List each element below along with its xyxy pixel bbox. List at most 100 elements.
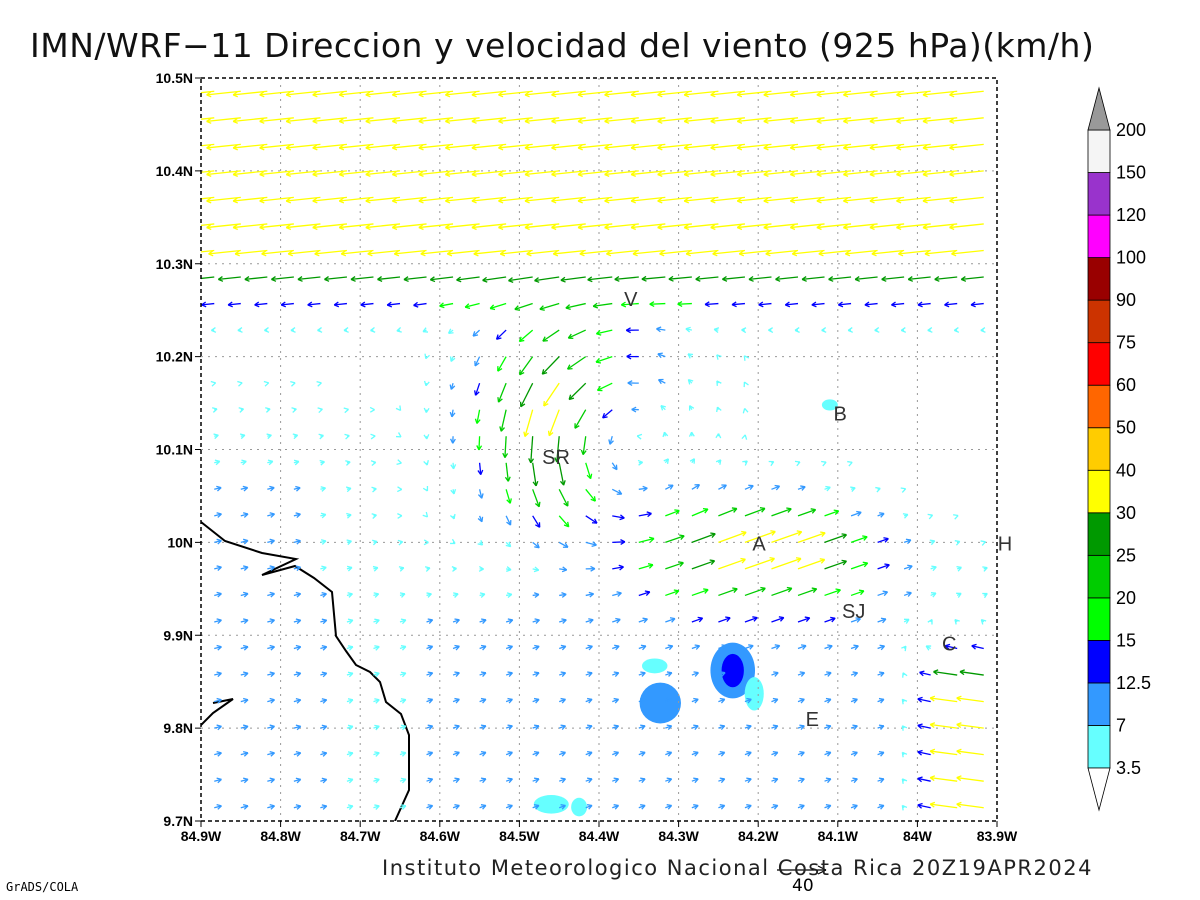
colorbar-label: 75 xyxy=(1116,333,1136,353)
wind-vector xyxy=(612,514,625,521)
y-tick-label: 10.2N xyxy=(156,349,193,365)
wind-vector xyxy=(797,671,806,677)
wind-vector xyxy=(541,356,560,375)
wind-vector xyxy=(626,353,639,360)
wind-vector xyxy=(539,302,560,311)
wind-vector xyxy=(551,223,586,231)
wind-vector xyxy=(532,724,540,731)
wind-vector xyxy=(505,515,512,526)
wind-vector xyxy=(691,559,716,570)
wind-vector xyxy=(399,671,407,678)
city-label: H xyxy=(998,533,1012,555)
wind-vector xyxy=(240,777,249,784)
wind-vector xyxy=(234,249,268,257)
wind-vector xyxy=(951,249,984,257)
wind-vector xyxy=(377,276,401,282)
wind-vector xyxy=(900,327,907,333)
wind-vector xyxy=(399,804,407,810)
wind-vector xyxy=(285,90,321,98)
wind-vector xyxy=(896,90,931,98)
wind-vector xyxy=(267,459,274,466)
wind-vector xyxy=(736,170,772,177)
city-label: SJ xyxy=(842,601,865,623)
wind-vector xyxy=(532,697,540,704)
wind-vector xyxy=(267,618,275,625)
wind-vector xyxy=(716,380,722,386)
wind-vector xyxy=(532,804,540,810)
wind-vector xyxy=(677,301,692,307)
wind-vector xyxy=(214,777,222,784)
wind-vector xyxy=(240,671,249,678)
wind-vector xyxy=(426,671,434,678)
wind-vector xyxy=(452,724,460,731)
wind-vector xyxy=(638,724,646,731)
wind-vector xyxy=(850,777,858,784)
wind-vector xyxy=(338,143,374,151)
wind-vector xyxy=(291,407,297,413)
wind-vector xyxy=(479,777,487,784)
coastline-peninsula xyxy=(201,698,234,726)
wind-vector xyxy=(240,697,249,704)
wind-vector xyxy=(508,276,533,283)
wind-vector xyxy=(612,750,620,757)
wind-vector xyxy=(636,433,643,440)
wind-vector xyxy=(238,407,244,413)
wind-vector xyxy=(744,804,752,810)
wind-vector xyxy=(877,724,885,731)
wind-vector xyxy=(797,558,826,570)
wind-vector xyxy=(338,90,374,98)
wind-vector xyxy=(850,561,869,570)
wind-vector xyxy=(875,486,881,493)
wind-vector xyxy=(691,532,716,543)
x-tick-label: 83.9W xyxy=(977,828,1018,844)
wind-vector xyxy=(710,117,746,124)
wind-vector xyxy=(532,750,540,757)
wind-vector xyxy=(604,223,639,231)
wind-vector xyxy=(775,276,799,282)
wind-vector xyxy=(505,777,513,784)
wind-vector xyxy=(824,671,832,677)
wind-vector xyxy=(869,143,905,151)
wind-vector xyxy=(844,249,878,257)
wind-vector xyxy=(473,249,507,257)
wind-vector xyxy=(292,433,299,440)
wind-vector xyxy=(523,409,534,438)
wind-vector xyxy=(497,356,507,372)
wind-vector xyxy=(285,170,321,177)
city-label: E xyxy=(806,709,819,731)
wind-vector xyxy=(898,249,931,257)
wind-vector xyxy=(660,405,666,411)
colorbar-label: 30 xyxy=(1116,503,1136,523)
wind-vector xyxy=(391,196,427,204)
wind-vector xyxy=(423,539,429,546)
wind-vector xyxy=(927,513,934,520)
wind-vector xyxy=(665,644,674,651)
wind-vector xyxy=(771,724,779,731)
wind-vector xyxy=(665,750,673,757)
wind-vector xyxy=(338,170,374,177)
wind-vector xyxy=(736,90,772,98)
wind-vector xyxy=(877,750,885,757)
wind-vector xyxy=(577,90,613,98)
chart-title: IMN/WRF−11 Direccion y velocidad del vie… xyxy=(30,26,1095,65)
wind-vector xyxy=(824,724,832,731)
speed-patch xyxy=(744,677,764,711)
speed-shading-layer xyxy=(533,399,838,817)
colorbar: 3.5 7 12.5 15 20 25 30 40 50 60 75 90 100 120 150 200 xyxy=(1087,86,1151,812)
wind-vector xyxy=(426,751,434,757)
wind-vector xyxy=(452,671,460,677)
wind-vector xyxy=(479,644,487,651)
wind-vector xyxy=(497,382,507,403)
wind-vector xyxy=(606,249,639,257)
wind-vector xyxy=(477,489,484,499)
wind-vector xyxy=(665,724,673,731)
wind-vector xyxy=(611,462,618,471)
wind-vector xyxy=(687,353,694,359)
wind-vector xyxy=(956,722,984,729)
wind-vector xyxy=(498,90,533,98)
wind-vector xyxy=(718,750,726,757)
wind-vector xyxy=(657,170,692,177)
wind-vector xyxy=(691,483,701,490)
wind-vector xyxy=(240,485,249,492)
wind-vector xyxy=(397,539,404,546)
